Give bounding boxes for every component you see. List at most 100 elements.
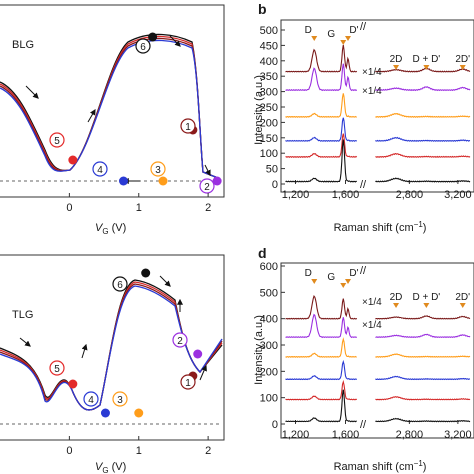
- transfer-curves: [0, 275, 223, 411]
- raman-spectra: [285, 294, 471, 423]
- state-number: 3: [117, 395, 123, 406]
- state-dot: [193, 349, 203, 359]
- sweep-arrow: [159, 275, 171, 287]
- raman-spectrum: [285, 44, 358, 73]
- raman-spectrum: [375, 86, 471, 92]
- y-axis-label: Intensity (a.u.): [253, 75, 265, 145]
- raman-spectrum: [375, 333, 471, 339]
- peak-label: G: [327, 29, 335, 40]
- peak-marker: [345, 36, 351, 41]
- state-number-circle: [83, 391, 99, 407]
- state-dot: [148, 32, 158, 42]
- peak-marker: [345, 279, 351, 284]
- peak-marker: [340, 283, 347, 288]
- y-tick-label: 250: [260, 102, 278, 114]
- raman-spectrum: [285, 313, 358, 339]
- peak-marker: [459, 303, 466, 308]
- peak-labels: D G D' 2D D + D' 2D' ×1/4 ×1/4: [305, 25, 471, 97]
- state-markers: 5 4 3 1 2 6: [49, 32, 222, 194]
- state-number: 5: [54, 364, 60, 375]
- axis-break: //: [360, 21, 367, 33]
- raman-spectrum: [285, 117, 358, 142]
- peak-label: G: [327, 272, 335, 283]
- y-tick-label: 500: [260, 25, 278, 37]
- raman-spectrum: [375, 315, 471, 320]
- x-tick-label: 1,200: [282, 189, 310, 201]
- transfer-curves: [0, 33, 219, 184]
- x-axis-label: VG (V): [95, 222, 126, 236]
- state-number: 4: [88, 395, 94, 406]
- state-number: 2: [177, 336, 183, 347]
- y-tick-labels: 0 100 200 300 400 500 600: [260, 261, 285, 431]
- plot-frame: [0, 254, 225, 441]
- state-number: 2: [204, 182, 210, 193]
- peak-label: 2D': [455, 292, 470, 303]
- state-markers: 5 4 3 2 1 6: [49, 268, 203, 418]
- x-tick-label: 0: [66, 445, 72, 457]
- y-tick-label: 150: [260, 133, 278, 145]
- sweep-arrow: [169, 35, 181, 47]
- peak-marker: [340, 40, 347, 45]
- raman-spectrum: [285, 294, 358, 320]
- peak-labels: D G D' 2D D + D' 2D' ×1/4 ×1/4: [305, 268, 471, 331]
- scale-factor-label: ×1/4: [362, 297, 382, 308]
- state-dot: [118, 176, 128, 186]
- panel-letter: b: [258, 1, 267, 17]
- raman-spectrum: [375, 136, 471, 142]
- peak-label: D + D': [412, 292, 440, 303]
- peak-marker: [459, 65, 466, 70]
- state-number-circle: [49, 360, 65, 376]
- sweep-arrow: [204, 164, 211, 177]
- x-tick-labels: 0 1 2: [66, 436, 211, 457]
- x-tick-label: 2,800: [396, 429, 424, 441]
- y-tick-label: 300: [260, 87, 278, 99]
- transfer-curve: [0, 285, 223, 411]
- y-tick-label: 350: [260, 71, 278, 83]
- state-number-circle: [199, 178, 215, 194]
- raman-spectrum: [285, 63, 358, 92]
- y-tick-label: 50: [266, 164, 278, 176]
- y-tick-label: 100: [260, 148, 278, 160]
- raman-spectrum: [375, 113, 471, 118]
- raman-spectrum: [375, 375, 471, 381]
- raman-spectrum: [375, 177, 471, 183]
- axis-break: //: [360, 419, 367, 431]
- raman-spectrum: [375, 153, 471, 158]
- x-tick-label: 1,200: [282, 429, 310, 441]
- state-dot: [134, 408, 144, 418]
- peak-label: D: [305, 25, 312, 36]
- x-tick-label: 2: [205, 445, 211, 457]
- state-number: 3: [155, 165, 161, 176]
- raman-spectrum: [285, 389, 357, 423]
- state-number-circle: [135, 38, 151, 54]
- state-number-circle: [49, 132, 65, 148]
- x-tick-label: 1,600: [332, 189, 360, 201]
- state-number-circle: [112, 391, 128, 407]
- peak-label: 2D: [390, 292, 403, 303]
- peak-marker: [393, 303, 400, 308]
- y-tick-labels: 0 50 100 150 200 250 300 350 400 450 500: [260, 25, 285, 191]
- x-tick-label: 2,800: [396, 189, 424, 201]
- raman-spectrum: [375, 417, 471, 423]
- raman-spectrum: [285, 133, 358, 159]
- x-tick-label: 3,200: [444, 429, 472, 441]
- state-dot: [100, 408, 110, 418]
- panel-b: b Intensity (a.u.) Raman shift (cm−1) 0 5…: [253, 1, 474, 234]
- state-dot: [141, 268, 151, 278]
- scale-factor-label: ×1/4: [362, 320, 382, 331]
- axis-break: //: [360, 265, 367, 277]
- state-dot: [212, 176, 222, 186]
- plot-frame: [280, 19, 474, 193]
- y-tick-label: 450: [260, 40, 278, 52]
- x-tick-labels: 1,200 1,600 2,800 3,200 // //: [282, 21, 472, 201]
- x-tick-label: 1,600: [332, 429, 360, 441]
- peak-label: D: [305, 268, 312, 279]
- peak-label: 2D': [455, 54, 470, 65]
- peak-label: D': [349, 25, 358, 36]
- x-tick-label: 1: [136, 445, 142, 457]
- scale-factor-label: ×1/4: [362, 86, 382, 97]
- peak-marker: [311, 279, 318, 284]
- transfer-curve: [0, 39, 219, 179]
